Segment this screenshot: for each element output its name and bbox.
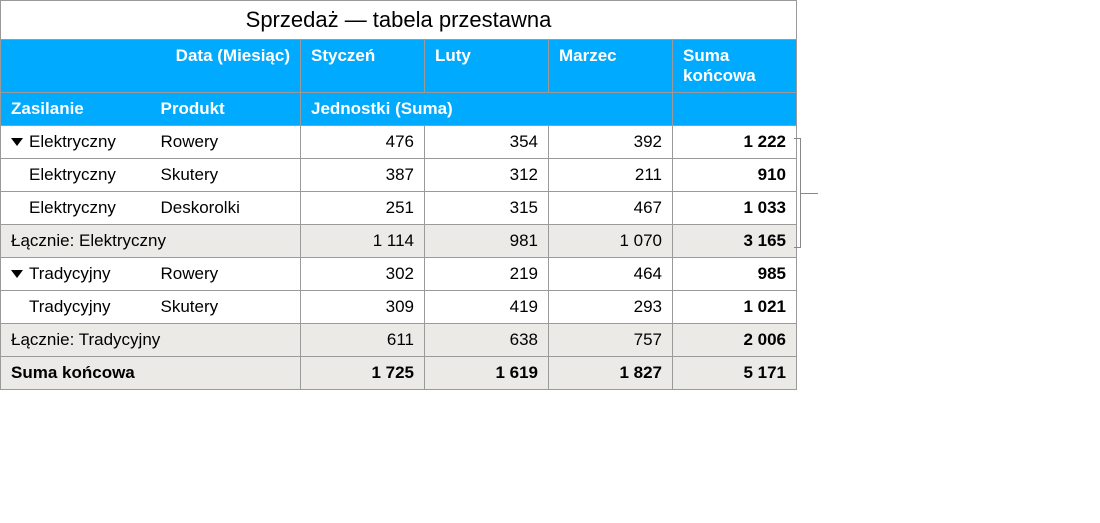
value-cell: 464 [549, 258, 673, 291]
subtotal-row: Łącznie: Tradycyjny 611 638 757 2 006 [1, 324, 797, 357]
subtotal-cell: 638 [425, 324, 549, 357]
group-name: Elektryczny [29, 198, 116, 217]
grand-total-cell: 1 619 [425, 357, 549, 390]
group-name: Tradycyjny [29, 297, 111, 316]
values-header: Jednostki (Suma) [301, 93, 673, 126]
value-cell: 354 [425, 126, 549, 159]
column-header-row-2: Zasilanie Produkt Jednostki (Suma) [1, 93, 797, 126]
product-cell: Skutery [151, 291, 301, 324]
month-header[interactable]: Luty [425, 40, 549, 93]
row-total-cell: 985 [673, 258, 797, 291]
grand-total-label: Suma końcowa [1, 357, 301, 390]
value-cell: 219 [425, 258, 549, 291]
value-cell: 419 [425, 291, 549, 324]
value-cell: 387 [301, 159, 425, 192]
data-row: Tradycyjny Rowery 302 219 464 985 [1, 258, 797, 291]
grand-total-cell: 1 827 [549, 357, 673, 390]
subtotal-label: Łącznie: Elektryczny [1, 225, 301, 258]
value-cell: 251 [301, 192, 425, 225]
group-name: Elektryczny [29, 132, 116, 151]
value-cell: 312 [425, 159, 549, 192]
row-field-2-header[interactable]: Produkt [151, 93, 301, 126]
row-total-cell: 1 222 [673, 126, 797, 159]
row-total-cell: 910 [673, 159, 797, 192]
subtotal-row: Łącznie: Elektryczny 1 114 981 1 070 3 1… [1, 225, 797, 258]
row-total-cell: 1 033 [673, 192, 797, 225]
value-cell: 293 [549, 291, 673, 324]
subtotal-cell: 1 070 [549, 225, 673, 258]
date-header: Data (Miesiąc) [1, 40, 301, 93]
data-row: Elektryczny Deskorolki 251 315 467 1 033 [1, 192, 797, 225]
month-header[interactable]: Styczeń [301, 40, 425, 93]
value-cell: 309 [301, 291, 425, 324]
group-name: Tradycyjny [29, 264, 111, 283]
value-cell: 476 [301, 126, 425, 159]
subtotal-total-cell: 2 006 [673, 324, 797, 357]
grand-total-total-cell: 5 171 [673, 357, 797, 390]
grand-total-cell: 1 725 [301, 357, 425, 390]
group-name: Elektryczny [29, 165, 116, 184]
value-cell: 315 [425, 192, 549, 225]
grand-total-header: Suma końcowa [673, 40, 797, 93]
subtotal-cell: 757 [549, 324, 673, 357]
table-title: Sprzedaż — tabela przestawna [1, 1, 797, 40]
subtotal-cell: 981 [425, 225, 549, 258]
table-title-row: Sprzedaż — tabela przestawna [1, 1, 797, 40]
data-row: Elektryczny Rowery 476 354 392 1 222 [1, 126, 797, 159]
annotation-bracket [800, 138, 820, 248]
pivot-table: Sprzedaż — tabela przestawna Data (Miesi… [0, 0, 797, 390]
product-cell: Rowery [151, 126, 301, 159]
subtotal-cell: 611 [301, 324, 425, 357]
data-row: Elektryczny Skutery 387 312 211 910 [1, 159, 797, 192]
month-header[interactable]: Marzec [549, 40, 673, 93]
group-cell[interactable]: Tradycyjny [1, 258, 151, 291]
group-cell: Elektryczny [1, 159, 151, 192]
product-cell: Rowery [151, 258, 301, 291]
value-cell: 467 [549, 192, 673, 225]
column-header-row-1: Data (Miesiąc) Styczeń Luty Marzec Suma … [1, 40, 797, 93]
group-cell: Elektryczny [1, 192, 151, 225]
disclosure-icon[interactable] [11, 138, 23, 146]
data-row: Tradycyjny Skutery 309 419 293 1 021 [1, 291, 797, 324]
value-cell: 211 [549, 159, 673, 192]
empty-header [673, 93, 797, 126]
product-cell: Skutery [151, 159, 301, 192]
product-cell: Deskorolki [151, 192, 301, 225]
group-cell[interactable]: Elektryczny [1, 126, 151, 159]
group-cell: Tradycyjny [1, 291, 151, 324]
subtotal-cell: 1 114 [301, 225, 425, 258]
row-field-1-header[interactable]: Zasilanie [1, 93, 151, 126]
grand-total-row: Suma końcowa 1 725 1 619 1 827 5 171 [1, 357, 797, 390]
subtotal-label: Łącznie: Tradycyjny [1, 324, 301, 357]
subtotal-total-cell: 3 165 [673, 225, 797, 258]
row-total-cell: 1 021 [673, 291, 797, 324]
disclosure-icon[interactable] [11, 270, 23, 278]
value-cell: 302 [301, 258, 425, 291]
value-cell: 392 [549, 126, 673, 159]
